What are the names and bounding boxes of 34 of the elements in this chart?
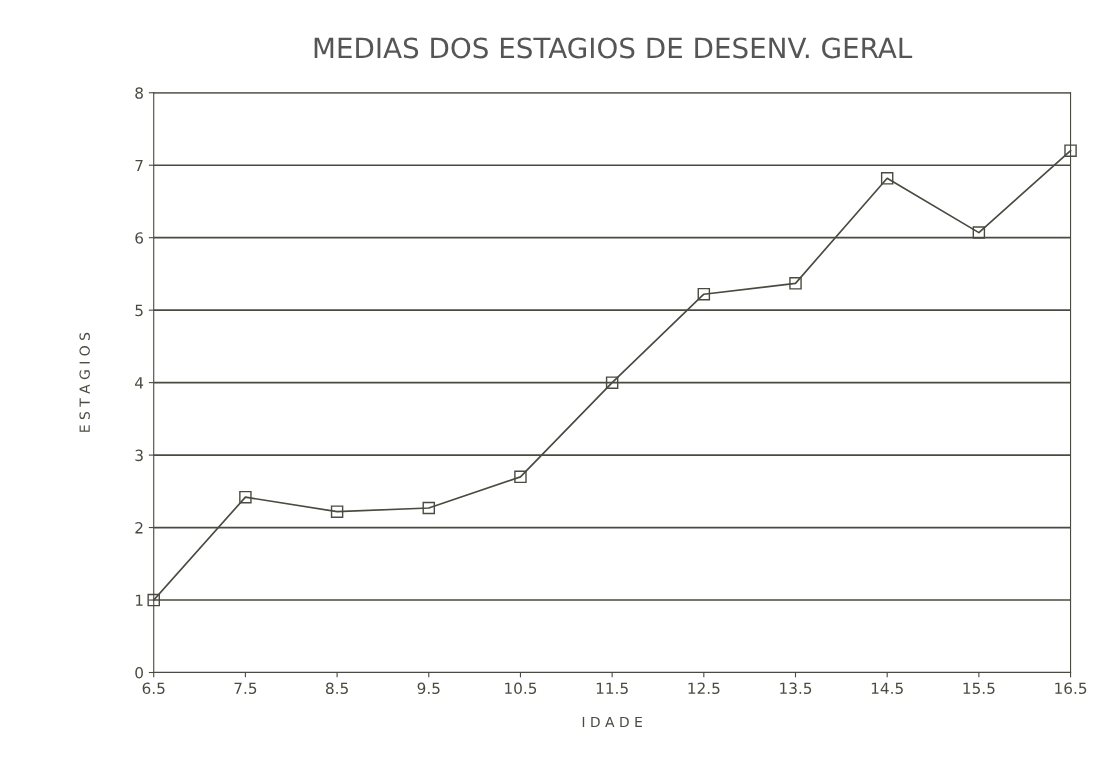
y-tick-label: 5 bbox=[135, 304, 143, 317]
point bbox=[789, 277, 802, 290]
y-tick-label: 6 bbox=[135, 232, 144, 244]
x-tick-label: 10.5 bbox=[505, 682, 537, 695]
point bbox=[880, 172, 894, 185]
point bbox=[147, 593, 160, 607]
x-axis-title: I D A D E bbox=[582, 716, 642, 728]
y-axis-title: E S T A G I O S bbox=[79, 332, 90, 432]
x-tick-label: 16.5 bbox=[1055, 682, 1087, 695]
y-tick-label: 3 bbox=[135, 449, 143, 462]
y-tick-label: 7 bbox=[135, 159, 143, 172]
point bbox=[1064, 144, 1077, 157]
point bbox=[605, 376, 619, 389]
point bbox=[422, 501, 436, 515]
point bbox=[514, 470, 527, 484]
point bbox=[239, 490, 252, 504]
x-tick-label: 6.5 bbox=[142, 682, 165, 695]
point bbox=[330, 505, 344, 518]
y-tick-label: 1 bbox=[135, 594, 143, 606]
x-tick-label: 7.5 bbox=[234, 682, 257, 695]
y-tick-label: 8 bbox=[135, 87, 143, 99]
point bbox=[972, 226, 986, 239]
x-tick-label: 12.5 bbox=[688, 682, 720, 695]
y-tick-label: 4 bbox=[135, 377, 144, 389]
point bbox=[697, 287, 711, 301]
x-tick-label: 14.5 bbox=[871, 682, 903, 695]
x-tick-label: 13.5 bbox=[780, 682, 812, 695]
x-tick-label: 11.5 bbox=[596, 682, 628, 695]
x-tick-label: 9.5 bbox=[417, 682, 440, 695]
x-tick-label: 8.5 bbox=[325, 682, 348, 695]
y-tick-label: 2 bbox=[135, 522, 143, 534]
y-tick-label: 0 bbox=[135, 666, 143, 679]
x-tick-label: 15.5 bbox=[963, 682, 995, 695]
chart-title: MEDIAS DOS ESTAGIOS DE DESENV. GERAL bbox=[314, 37, 913, 59]
